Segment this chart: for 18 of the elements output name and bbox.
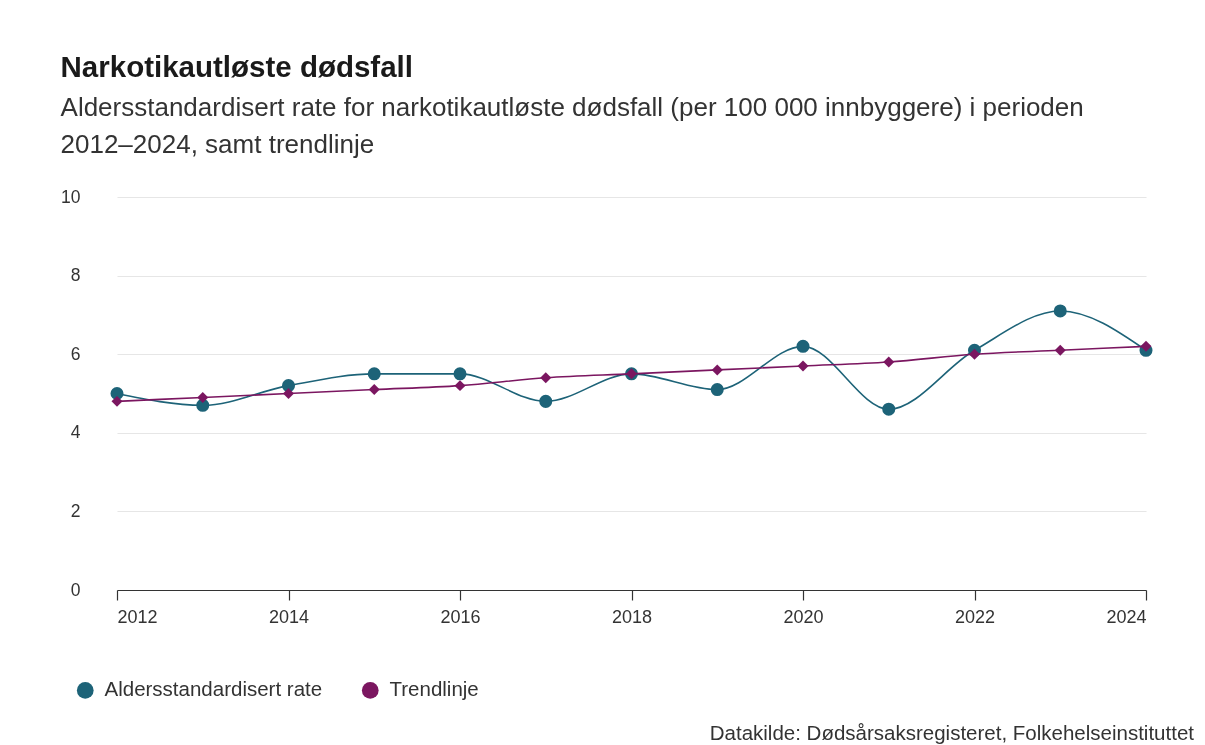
x-tick-label: 2020 [783, 606, 824, 627]
y-tick-label: 8 [70, 265, 81, 286]
y-tick-label: 0 [70, 579, 81, 600]
y-tick-label: 2 [70, 500, 81, 521]
text: Datakilde: Dødsårsaksregisteret, Folkehelseinstituttet [709, 721, 1195, 744]
legend-label: Trendlinje [389, 677, 479, 701]
chart-subtitle: Aldersstandardisert rate for narkotikautløste dødsfall (per 100 000 innbyggere) i perioden 2012–2024, samt trendlinje [60, 92, 1084, 159]
chart-title: Narkotikautløste dødsfall [60, 49, 413, 83]
x-tick-label: 2012 [117, 606, 158, 627]
x-tick-label: 2022 [954, 606, 996, 627]
x-tick-label: 2018 [611, 606, 653, 627]
y-tick-label: 10 [61, 186, 81, 207]
legend-label: Aldersstandardisert rate [104, 677, 323, 701]
x-tick-label: 2014 [268, 606, 310, 627]
y-tick-label: 6 [70, 343, 81, 364]
x-tick-label: 2024 [1106, 606, 1147, 627]
y-tick-label: 4 [70, 422, 81, 443]
x-tick-label: 2016 [440, 606, 481, 627]
